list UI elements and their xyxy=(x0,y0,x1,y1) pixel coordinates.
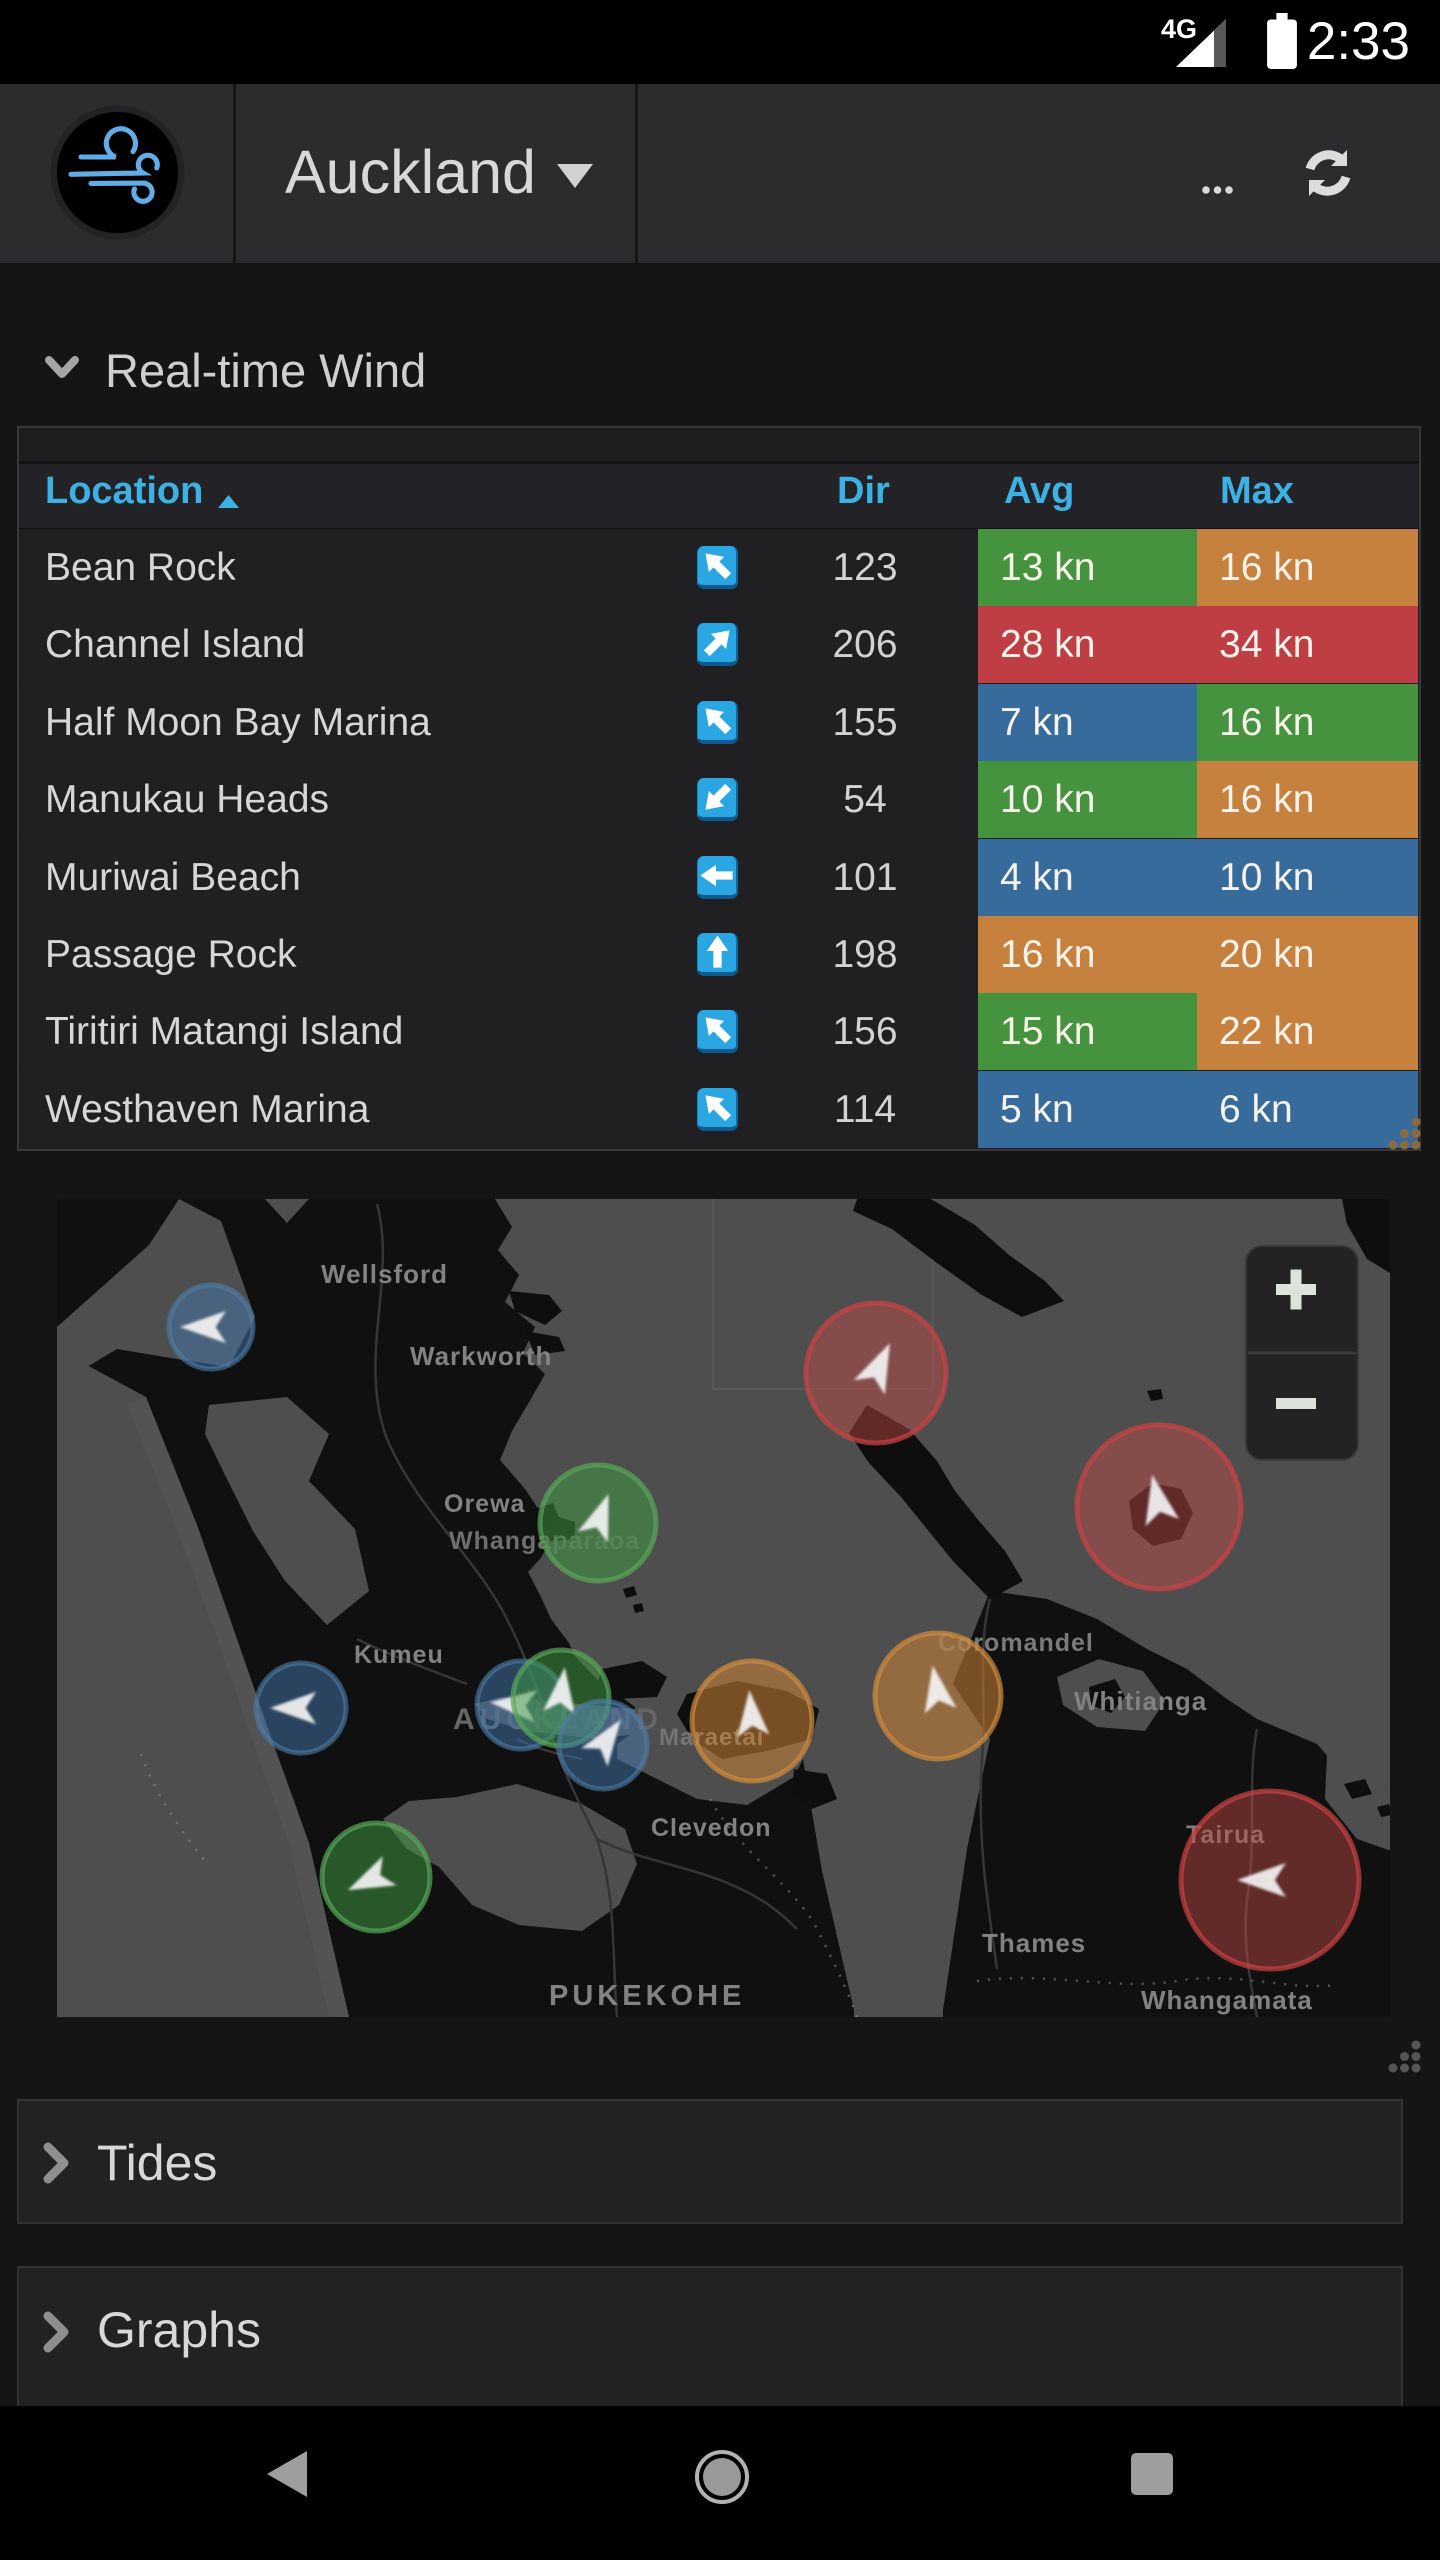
svg-text:Clevedon: Clevedon xyxy=(651,1814,772,1842)
svg-text:Whangamata: Whangamata xyxy=(1141,1985,1313,2015)
svg-text:Wellsford: Wellsford xyxy=(321,1259,448,1289)
svg-text:Warkworth: Warkworth xyxy=(410,1341,552,1371)
svg-text:Thames: Thames xyxy=(982,1928,1086,1958)
svg-text:Orewa: Orewa xyxy=(444,1490,526,1518)
svg-text:Whitianga: Whitianga xyxy=(1074,1686,1207,1716)
svg-text:Kumeu: Kumeu xyxy=(354,1641,444,1669)
svg-text:PUKEKOHE: PUKEKOHE xyxy=(549,1980,745,2012)
